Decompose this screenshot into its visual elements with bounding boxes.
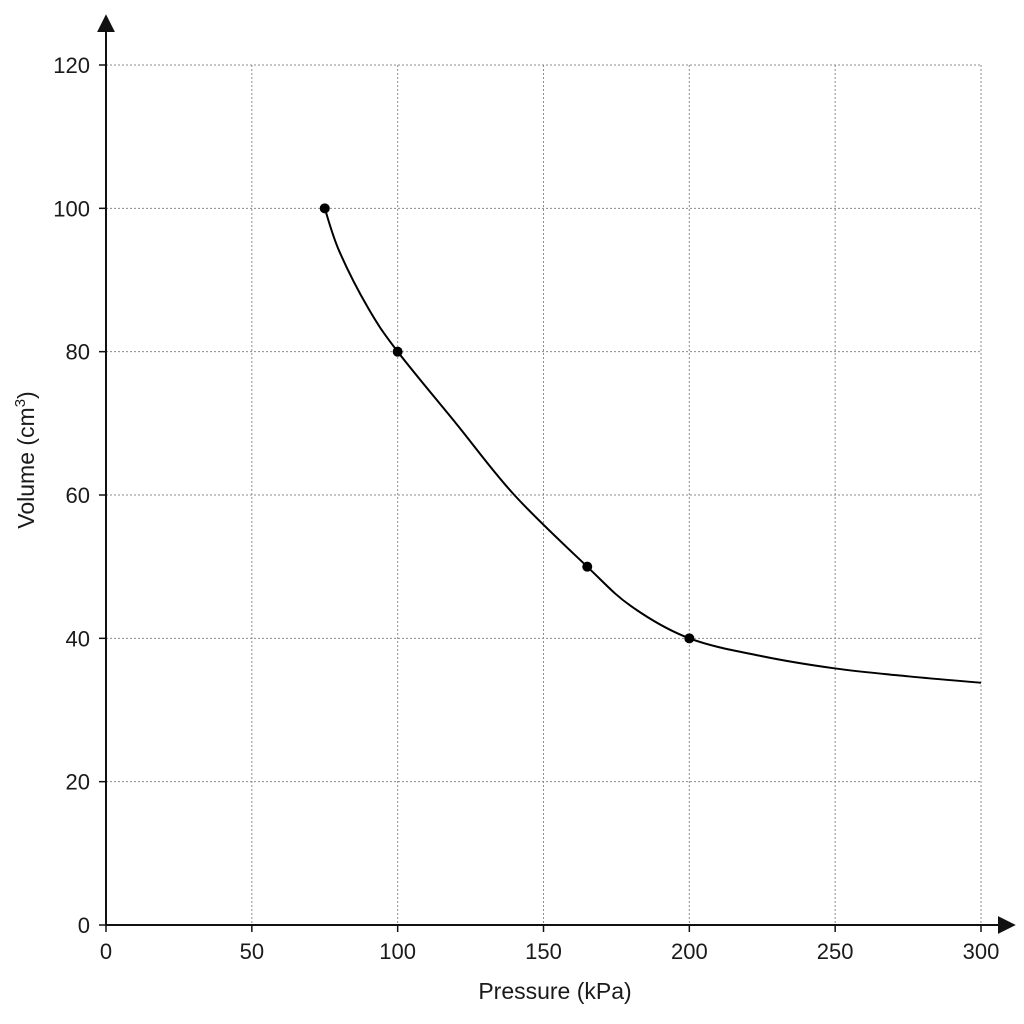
data-points	[319, 203, 695, 644]
data-point-1	[392, 346, 403, 357]
x-tick-label-50: 50	[240, 939, 264, 964]
data-point-0	[319, 203, 330, 214]
y-tick-label-20: 20	[66, 770, 90, 795]
y-axis-title-close: )	[13, 391, 39, 399]
y-tick-label-60: 60	[66, 483, 90, 508]
x-tick-label-250: 250	[817, 939, 854, 964]
x-tick-label-100: 100	[379, 939, 416, 964]
axes	[97, 14, 1016, 934]
y-tick-label-120: 120	[53, 53, 90, 78]
y-tick-label-100: 100	[53, 196, 90, 221]
y-axis-title-superscript: 3	[12, 399, 29, 407]
grid	[106, 64, 982, 925]
y-tick-label-40: 40	[66, 626, 90, 651]
data-point-2	[582, 561, 593, 572]
series-line-0	[323, 208, 982, 684]
series-curve	[323, 208, 982, 684]
data-point-3	[684, 633, 695, 644]
x-tick-label-0: 0	[100, 939, 112, 964]
x-tick-label-200: 200	[671, 939, 708, 964]
y-axis-title: Volume (cm3)	[12, 391, 39, 528]
x-axis-title: Pressure (kPa)	[478, 978, 631, 1004]
y-tick-label-80: 80	[66, 340, 90, 365]
tick-labels: 0 50 100 150 200 250 300 0 20 40 60 80 100 120	[53, 53, 999, 964]
x-tick-label-150: 150	[525, 939, 562, 964]
x-tick-label-300: 300	[963, 939, 1000, 964]
y-tick-label-0: 0	[78, 913, 90, 938]
y-axis-title-main: Volume (cm	[13, 407, 39, 528]
